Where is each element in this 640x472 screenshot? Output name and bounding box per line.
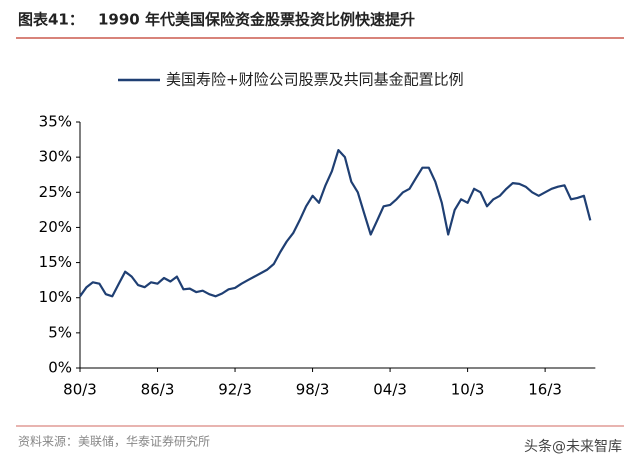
y-tick-label: 30% [39, 148, 72, 166]
source: 资料来源：美联储，华泰证券研究所 [18, 434, 210, 449]
header-label: 图表41： [18, 11, 84, 29]
line-series [79, 149, 592, 298]
header-title: 1990 年代美国保险资金股票投资比例快速提升 [98, 11, 415, 29]
y-tick-label: 5% [48, 323, 72, 341]
legend-label: 美国寿险+财险公司股票及共同基金配置比例 [166, 71, 464, 89]
x-tick-label: 86/3 [141, 381, 175, 399]
x-tick-label: 80/3 [63, 381, 97, 399]
y-tick-label: 20% [39, 218, 72, 236]
y-tick-label: 0% [48, 359, 72, 377]
x-tick-label: 10/3 [451, 381, 485, 399]
y-tick-label: 25% [39, 183, 72, 201]
x-tick-label: 16/3 [528, 381, 562, 399]
y-tick-label: 15% [39, 253, 72, 271]
y-tick-label: 35% [39, 113, 72, 131]
x-tick-label: 92/3 [218, 381, 252, 399]
x-tick-label: 98/3 [296, 381, 330, 399]
watermark: 头条@未来智库 [524, 438, 622, 455]
y-tick-label: 10% [39, 288, 72, 306]
x-tick-label: 04/3 [373, 381, 407, 399]
